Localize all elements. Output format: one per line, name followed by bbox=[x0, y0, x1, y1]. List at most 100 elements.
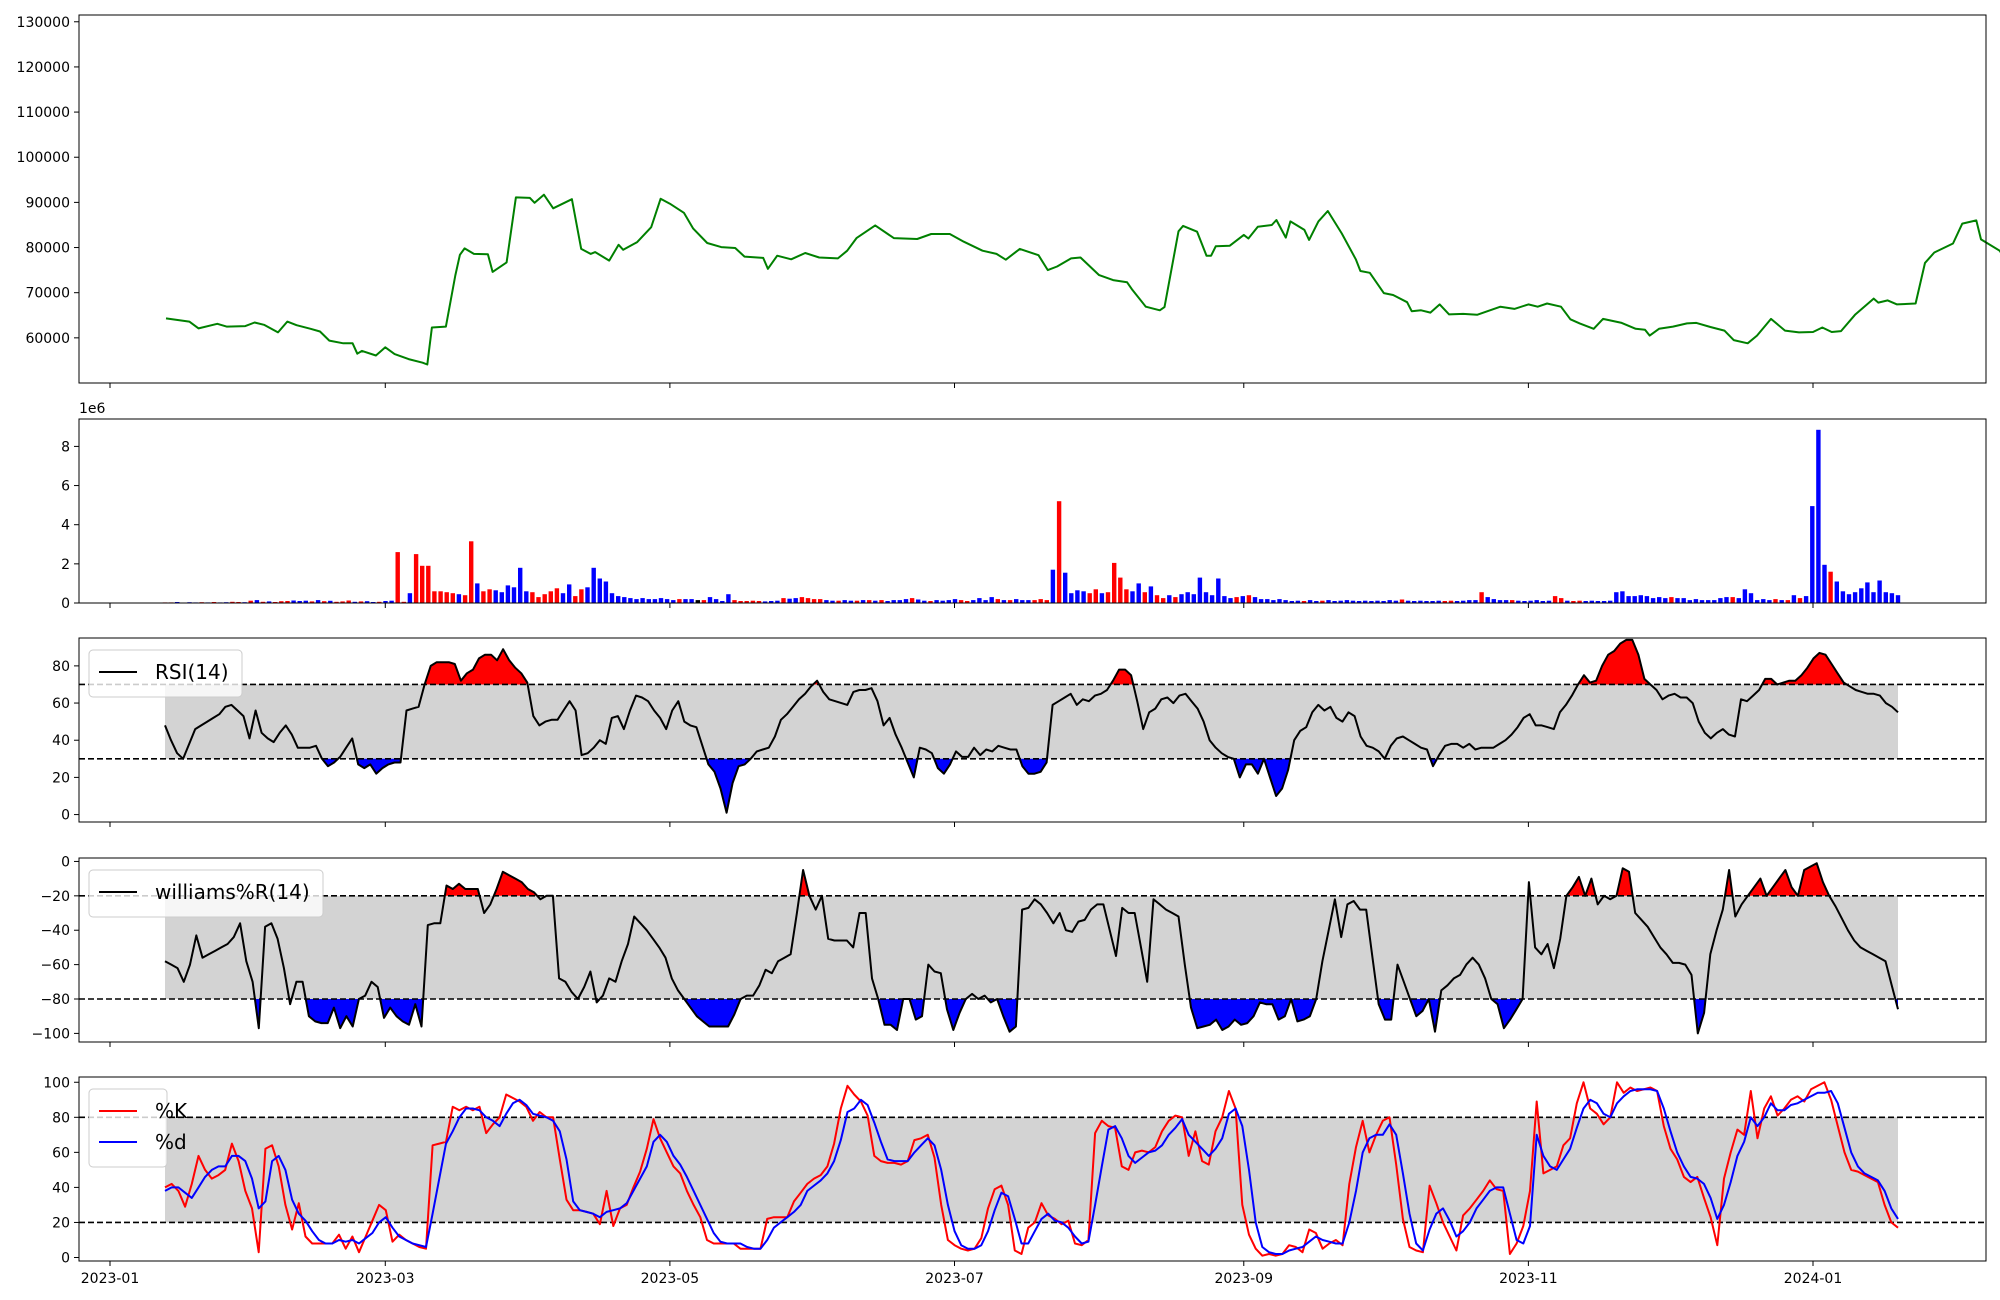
volume-bar bbox=[793, 598, 798, 603]
volume-bar bbox=[922, 600, 927, 603]
volume-bar bbox=[750, 600, 756, 603]
volume-bar bbox=[1148, 586, 1154, 603]
volume-bar bbox=[1650, 598, 1656, 603]
volume-bar bbox=[438, 591, 443, 603]
volume-bar bbox=[1369, 601, 1374, 603]
volume-bar bbox=[487, 589, 492, 603]
y-tick-label: 20 bbox=[52, 1215, 70, 1231]
volume-bar bbox=[701, 600, 707, 603]
volume-bar bbox=[652, 599, 658, 603]
volume-bar bbox=[1014, 599, 1019, 603]
volume-bar bbox=[1681, 598, 1686, 603]
volume-bar bbox=[1791, 595, 1797, 603]
price-line bbox=[165, 193, 2000, 366]
y-tick-label: 60 bbox=[52, 1145, 70, 1161]
stochastic-panel: 0 20 40 60 80 100 2023-01 2023-03 2023-05 2023-07… bbox=[43, 1075, 1987, 1287]
volume-bar bbox=[940, 600, 945, 603]
volume-bar bbox=[1846, 594, 1852, 603]
volume-bar bbox=[334, 601, 339, 603]
volume-bar bbox=[1197, 577, 1203, 603]
volume-bar bbox=[352, 601, 357, 603]
volume-bar bbox=[738, 601, 743, 603]
volume-bar bbox=[756, 601, 762, 603]
volume-bar bbox=[1454, 601, 1460, 603]
volume-bar bbox=[1779, 600, 1784, 603]
volume-bar bbox=[322, 601, 327, 603]
volume-bar bbox=[891, 600, 896, 603]
volume-bar bbox=[977, 598, 982, 603]
y-tick-label: 70000 bbox=[25, 286, 70, 302]
overbought-fill bbox=[1110, 669, 1134, 685]
volume-bar bbox=[1332, 601, 1337, 603]
volume-bar bbox=[897, 600, 902, 603]
volume-bar bbox=[1620, 591, 1625, 603]
volume-bar bbox=[1375, 600, 1380, 603]
volume-bar bbox=[1418, 600, 1423, 603]
volume-bar bbox=[1693, 599, 1699, 603]
volume-bar bbox=[958, 600, 964, 603]
volume-bar bbox=[1209, 595, 1215, 603]
volume-bar bbox=[1393, 600, 1399, 603]
price-panel: 60000 70000 80000 90000 100000 110000 120000 13… bbox=[17, 14, 2000, 388]
volume-bar bbox=[469, 541, 474, 603]
volume-bar bbox=[1405, 600, 1411, 603]
volume-bar bbox=[1785, 600, 1790, 603]
volume-bar bbox=[1258, 599, 1264, 603]
williams-r-panel: −100 −80 −60 −40 −20 0 williams%R(14) bbox=[32, 854, 1987, 1047]
volume-bar bbox=[1032, 600, 1037, 603]
volume-bar bbox=[1852, 592, 1858, 603]
volume-bar bbox=[818, 599, 823, 603]
volume-bar bbox=[720, 601, 725, 603]
volume-bar bbox=[983, 600, 988, 603]
volume-bar bbox=[1099, 593, 1105, 603]
volume-bar bbox=[677, 599, 682, 603]
volume-bar bbox=[260, 601, 266, 603]
volume-bar bbox=[1246, 595, 1252, 603]
volume-bar bbox=[1822, 564, 1827, 603]
volume-bar bbox=[1877, 580, 1882, 603]
y-tick-label: 20 bbox=[52, 770, 70, 786]
volume-bar bbox=[1436, 600, 1441, 603]
oversold-fill bbox=[380, 999, 424, 1027]
volume-bar bbox=[1614, 592, 1619, 603]
y-tick-label: 0 bbox=[61, 596, 70, 612]
volume-bar bbox=[585, 587, 590, 603]
volume-bar bbox=[879, 600, 884, 603]
volume-bar bbox=[707, 597, 713, 603]
volume-bar bbox=[640, 598, 645, 603]
x-tick-label: 2024-01 bbox=[1784, 1271, 1843, 1287]
overbought-fill bbox=[493, 871, 538, 896]
axes-frame bbox=[78, 637, 1987, 823]
legend-label: %K bbox=[155, 1099, 188, 1123]
volume-bar bbox=[1889, 593, 1895, 603]
volume-bar bbox=[1167, 595, 1172, 603]
volume-bar bbox=[266, 601, 272, 603]
volume-bar bbox=[303, 600, 308, 603]
volume-bar bbox=[854, 600, 860, 603]
volume-bar bbox=[1859, 588, 1864, 603]
volume-bar bbox=[634, 599, 639, 603]
volume-bar bbox=[426, 565, 431, 603]
oversold-fill bbox=[1019, 758, 1047, 774]
oversold-fill bbox=[1189, 999, 1292, 1030]
volume-bar bbox=[475, 583, 480, 603]
volume-bar bbox=[1571, 601, 1576, 603]
volume-bar bbox=[1026, 600, 1031, 603]
volume-bar bbox=[481, 591, 486, 603]
volume-bar bbox=[432, 591, 437, 603]
volume-bar bbox=[1559, 598, 1564, 603]
volume-bar bbox=[364, 601, 370, 603]
volume-bar bbox=[1491, 599, 1496, 603]
volume-bar bbox=[346, 600, 351, 603]
volume-bar bbox=[664, 599, 670, 603]
volume-bar bbox=[1589, 600, 1594, 603]
oversold-fill bbox=[934, 758, 953, 774]
overbought-fill bbox=[1578, 639, 1651, 685]
volume-bar bbox=[995, 599, 1000, 603]
x-tick-label: 2023-01 bbox=[81, 1271, 140, 1287]
volume-bar bbox=[799, 597, 805, 603]
volume-bar bbox=[542, 594, 547, 603]
volume-bar bbox=[401, 601, 406, 603]
volume-bar bbox=[450, 593, 455, 603]
volume-bar bbox=[1810, 506, 1815, 603]
